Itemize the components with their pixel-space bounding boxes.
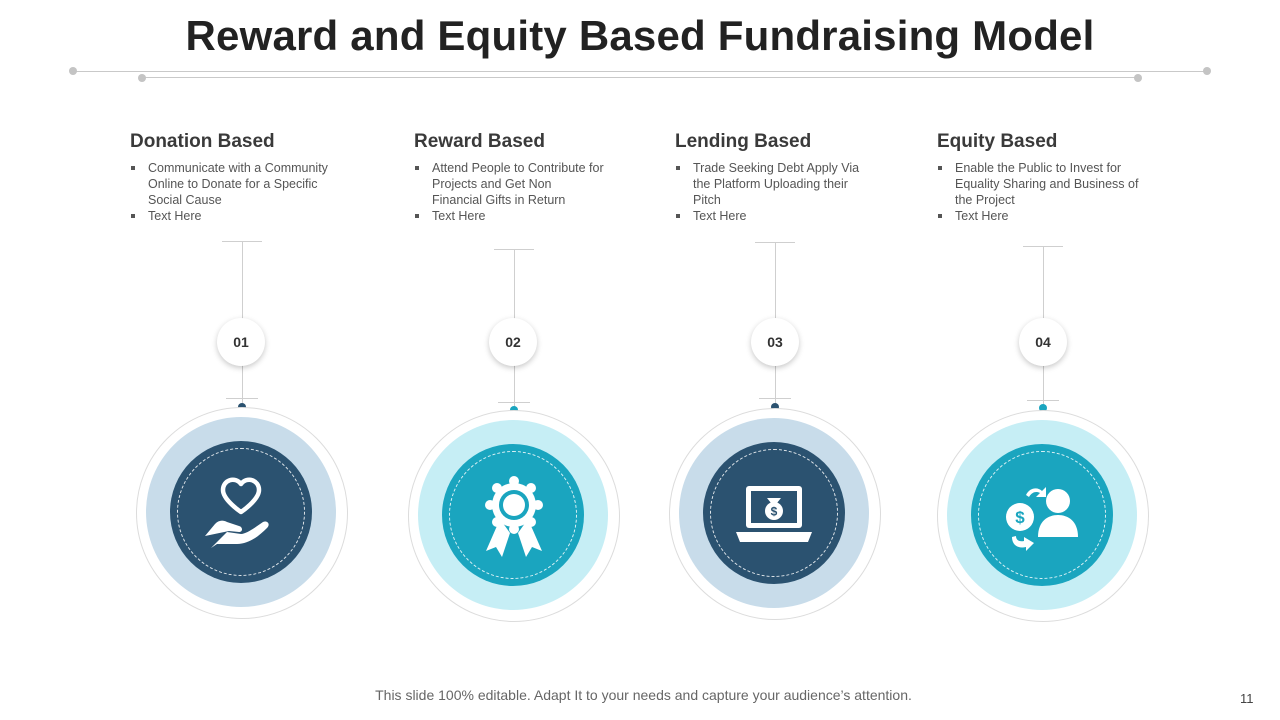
connector-pin: [1039, 404, 1047, 412]
title-rule-outer: [73, 71, 1207, 72]
heart-in-hand-icon: [205, 477, 269, 548]
connector-pin: [771, 403, 779, 411]
slide-title: Reward and Equity Based Fundraising Mode…: [185, 12, 1095, 59]
bullet: Trade Seeking Debt Apply Via the Platfor…: [675, 160, 875, 208]
item-bullets: Trade Seeking Debt Apply Via the Platfor…: [675, 160, 875, 224]
item-bullets: Attend People to Contribute for Projects…: [414, 160, 604, 224]
item-heading: Equity Based: [937, 131, 1058, 152]
item-bullets: Communicate with a Community Online to D…: [130, 160, 350, 224]
award-ribbon-icon: [485, 476, 543, 557]
bullet: Text Here: [937, 208, 1142, 224]
item-heading: Lending Based: [675, 131, 812, 152]
bullet: Communicate with a Community Online to D…: [130, 160, 350, 208]
title-rule-dot-left: [69, 67, 77, 75]
step-number-badge: 03: [751, 318, 799, 366]
laptop-money-icon: $: [736, 486, 812, 542]
step-number-badge: 01: [217, 318, 265, 366]
svg-text:$: $: [1015, 508, 1025, 527]
bullet: Text Here: [675, 208, 875, 224]
bullet: Enable the Public to Invest for Equality…: [937, 160, 1142, 208]
icon-dashed-ring: [978, 451, 1106, 579]
page-number: 11: [1240, 691, 1254, 706]
title-rule-inner-dot-right: [1134, 74, 1142, 82]
item-heading: Donation Based: [130, 131, 275, 152]
svg-text:$: $: [771, 505, 778, 519]
slide-footer-note: This slide 100% editable. Adapt It to yo…: [375, 687, 912, 703]
step-number-badge: 04: [1019, 318, 1067, 366]
connector-cap: [1027, 400, 1059, 401]
connector-cap: [759, 398, 791, 399]
title-rule-dot-right: [1203, 67, 1211, 75]
title-rule-inner-dot-left: [138, 74, 146, 82]
bullet: Text Here: [130, 208, 350, 224]
icon-dashed-ring: [710, 449, 838, 577]
bullet: Text Here: [414, 208, 604, 224]
connector-cap: [498, 402, 530, 403]
connector-cap: [226, 398, 258, 399]
icon-dashed-ring: [177, 448, 305, 576]
investor-exchange-icon: $: [1006, 487, 1078, 551]
step-number-badge: 02: [489, 318, 537, 366]
bullet: Attend People to Contribute for Projects…: [414, 160, 604, 208]
icon-dashed-ring: [449, 451, 577, 579]
title-rule-inner: [142, 77, 1138, 78]
item-heading: Reward Based: [414, 131, 545, 152]
item-bullets: Enable the Public to Invest for Equality…: [937, 160, 1142, 224]
